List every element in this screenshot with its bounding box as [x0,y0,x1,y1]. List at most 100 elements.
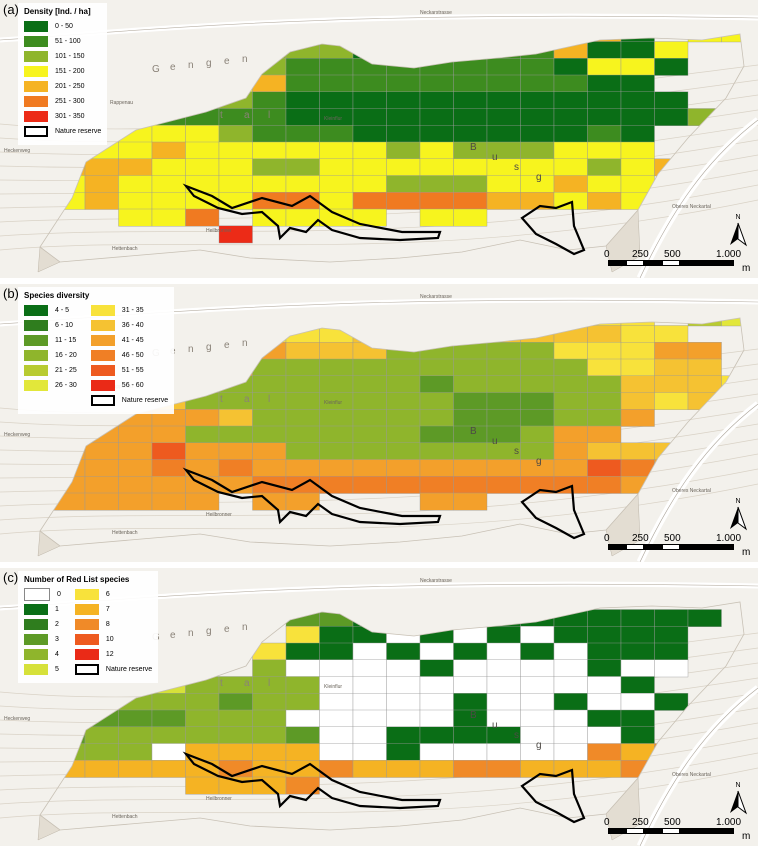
grid-cell [553,409,588,427]
map-letter: n [242,54,248,65]
grid-cell [386,642,421,661]
scale-bar: 0 250 500 1.000 m [604,249,754,276]
place-label: Hettenbach [112,246,138,252]
grid-cell [587,626,622,644]
north-label: N [735,498,741,505]
map-letter: e [224,624,230,635]
grid-cell [721,318,744,327]
grid-cell [453,726,488,745]
grid-cell [151,425,186,444]
grid-cell [352,760,387,778]
legend-title: Species diversity [24,291,90,300]
grid-cell [285,58,320,76]
legend-label: 31 - 35 [121,307,144,314]
legend-swatch [24,51,48,62]
legend-label: Nature reserve [121,397,169,404]
grid-cell [285,693,320,711]
grid-cell [252,726,287,745]
grid-cell [285,726,320,745]
legend-label: 10 [105,636,114,643]
grid-cell [386,74,421,93]
grid-cell [352,192,387,210]
grid-cell [520,91,555,110]
legend-item: 21 - 25 [24,363,77,378]
grid-cell [185,726,220,745]
map-letter: u [492,720,498,731]
grid-cell [587,459,622,477]
grid-cell [185,125,220,143]
grid-cell [185,492,220,511]
grid-cell [453,158,488,177]
grid-cell [620,74,655,93]
north-arrow-icon [730,790,748,815]
map-letter: g [536,172,542,183]
grid-cell [118,442,153,461]
grid-cell [453,743,488,761]
grid-cell [453,125,488,143]
legend-item: 36 - 40 [90,318,168,333]
grid-cell [486,192,521,210]
grid-cell [486,459,521,477]
map-letter: s [514,162,519,173]
legend-item-nature-reserve: Nature reserve [90,393,169,408]
grid-cell [453,74,488,93]
grid-cell [218,225,253,244]
grid-cell [319,125,354,143]
map-letter: e [170,630,176,641]
grid-cell [419,726,454,745]
legend-swatch [24,380,48,391]
legend-swatch [90,305,115,316]
grid-cell [319,158,354,177]
grid-cell [520,358,555,377]
grid-cell [185,425,220,444]
grid-cell [587,91,622,110]
grid-cell [620,676,655,694]
grid-cell [486,409,521,427]
grid-cell [419,208,454,227]
legend-label: 4 [55,651,59,658]
grid-cell [419,459,454,477]
grid-cell [252,743,287,761]
grid-cell [587,125,622,143]
grid-cell [520,141,555,160]
grid-cell [620,342,655,360]
grid-cell [620,642,655,661]
grid-cell [352,442,387,461]
grid-cell [118,492,153,511]
legend-title: Number of Red List species [24,575,130,584]
legend-label: 56 - 60 [121,382,144,389]
grid-cell [285,459,320,477]
grid-cell [587,41,622,59]
north-arrow-icon [730,222,748,247]
grid-cell [386,726,421,745]
grid-cell [553,91,588,110]
grid-cell [587,158,622,177]
place-label: Kleinflur [324,400,342,406]
map-letter: e [224,56,230,67]
grid-cell [520,642,555,661]
legend-item: 41 - 45 [90,333,168,348]
grid-cell [520,392,555,410]
grid-cell [419,175,454,193]
grid-cell [352,459,387,477]
grid-cell [151,709,186,728]
grid-cell [419,108,454,126]
grid-cell [654,693,689,711]
legend-swatch [24,111,48,122]
scale-tick-1000: 1.000 [716,817,742,828]
grid-cell [319,141,354,160]
grid-cell [721,34,744,43]
grid-cell [553,626,588,644]
grid-cell [252,659,287,678]
grid-cell [453,459,488,477]
grid-cell [252,459,287,477]
legend-label: 0 [57,591,61,598]
legend-columns: 4 - 5 6 - 10 11 - 15 16 - 20 21 - 25 26 - 30 3… [24,303,168,408]
grid-cell [118,459,153,477]
grid-cell [419,676,454,694]
grid-cell [553,175,588,193]
scale-tick-1000: 1.000 [716,249,742,260]
legend-swatch [74,649,99,660]
